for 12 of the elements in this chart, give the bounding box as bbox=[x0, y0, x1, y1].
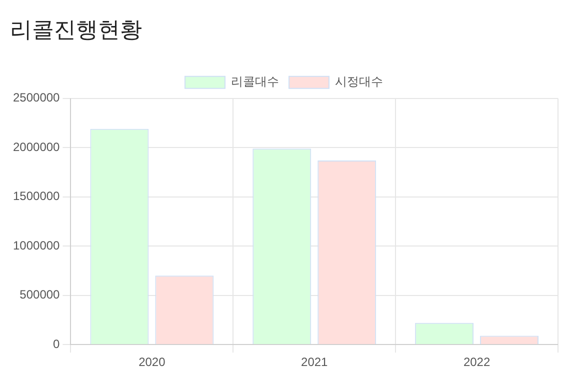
x-tick-label: 2021 bbox=[301, 355, 328, 370]
y-tick-label: 0 bbox=[53, 336, 60, 351]
y-tick-label: 1500000 bbox=[13, 189, 60, 204]
y-tick-label: 2000000 bbox=[13, 140, 60, 154]
x-tick-label: 2022 bbox=[463, 355, 490, 370]
chart-title: 리콜진행현황 bbox=[10, 18, 142, 43]
x-tick-label: 2020 bbox=[138, 355, 166, 370]
legend-label: 시정대수 bbox=[335, 74, 383, 89]
y-tick-label: 2500000 bbox=[13, 90, 60, 105]
legend-label: 리콜대수 bbox=[231, 74, 279, 89]
y-tick-label: 1000000 bbox=[13, 238, 60, 252]
y-tick-label: 500000 bbox=[20, 288, 60, 302]
